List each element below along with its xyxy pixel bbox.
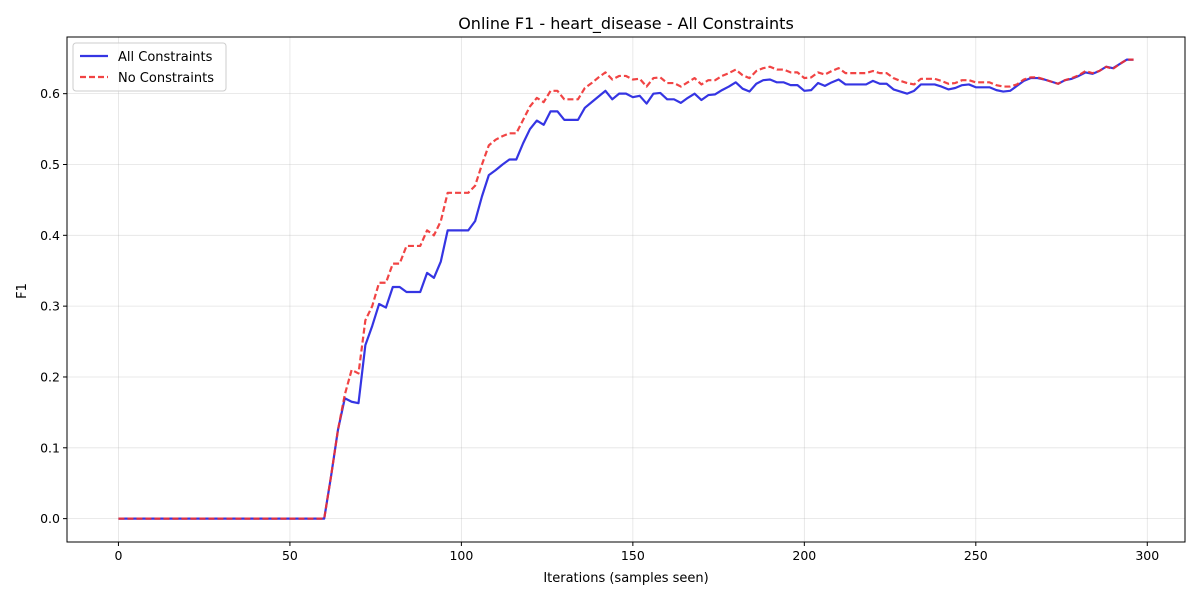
y-axis-label: F1 (15, 283, 30, 299)
legend-box (72, 42, 227, 92)
y-tick-label: 0.4 (40, 228, 60, 243)
y-axis: 0.0 0.1 0.2 0.3 0.4 0.5 0.6 (40, 86, 67, 526)
y-tick-label: 0.0 (40, 511, 60, 526)
series-line-no-constraints (118, 58, 1134, 520)
y-tick-label: 0.2 (40, 369, 60, 384)
x-tick-label: 250 (964, 548, 988, 563)
y-tick-label: 0.3 (40, 299, 60, 314)
x-tick-label: 200 (792, 548, 816, 563)
y-tick-label: 0.5 (40, 157, 60, 172)
x-tick-label: 50 (282, 548, 298, 563)
plot-frame (66, 36, 1186, 543)
x-tick-label: 300 (1135, 548, 1159, 563)
series-line-all-constraints (118, 58, 1134, 520)
legend-label-all-constraints: All Constraints (118, 50, 213, 65)
x-axis: 0 50 100 150 200 250 300 (114, 542, 1159, 563)
x-tick-label: 150 (621, 548, 645, 563)
chart-title: Online F1 - heart_disease - All Constrai… (458, 14, 794, 34)
y-tick-label: 0.6 (40, 86, 60, 101)
legend: All Constraints No Constraints (72, 42, 227, 92)
x-tick-label: 0 (114, 548, 122, 563)
legend-label-no-constraints: No Constraints (118, 71, 214, 86)
x-tick-label: 100 (449, 548, 473, 563)
y-tick-label: 0.1 (40, 440, 60, 455)
x-axis-label: Iterations (samples seen) (543, 571, 708, 586)
series-layer (118, 58, 1134, 520)
